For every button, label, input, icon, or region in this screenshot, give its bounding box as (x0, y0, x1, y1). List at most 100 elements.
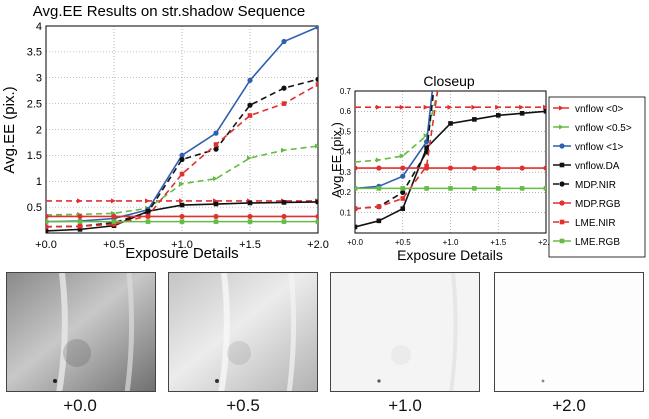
main-point-vnflow-da (281, 200, 287, 205)
closeup-xtick-label: +0.5 (395, 238, 411, 247)
legend-label-vnflow-da: vnflow.DA (575, 161, 620, 172)
closeup-point-lme-nir (448, 0, 453, 4)
closeup-point-lme-rgb (400, 186, 406, 191)
thumbnail-exposure-2-0 (494, 272, 644, 392)
main-point-mdp-nir (247, 102, 253, 108)
closeup-point-lme-rgb (376, 186, 382, 191)
closeup-point-lme-nir (424, 163, 429, 169)
main-point-mdp-nir (179, 156, 185, 163)
main-point-mdp-rgb (213, 213, 219, 220)
main-point-vnflow-0-5 (315, 143, 318, 149)
closeup-xtick-label: +1.0 (443, 238, 459, 247)
closeup-point-vnflow-0 (447, 104, 453, 110)
closeup-point-vnflow-0-5 (423, 133, 429, 139)
closeup-point-vnflow-1 (400, 173, 406, 179)
legend-marker-lme-rgb (559, 238, 565, 244)
main-point-vnflow-da (77, 227, 83, 232)
closeup-chart-ylabel: Avg.EE (pix.) (329, 122, 344, 198)
main-xtick-label: +1.0 (171, 239, 193, 251)
main-point-vnflow-0 (179, 198, 184, 204)
main-xtick-label: +0.0 (35, 239, 57, 251)
main-point-lme-rgb (145, 219, 151, 224)
legend-box (548, 96, 646, 258)
closeup-point-vnflow-da (543, 108, 546, 114)
closeup-point-lme-rgb (519, 186, 525, 191)
main-point-vnflow-0 (145, 198, 150, 204)
closeup-point-vnflow-da (376, 218, 382, 224)
legend-label-mdp-nir: MDP.NIR (575, 180, 616, 191)
main-ytick-label: 1.5 (27, 150, 42, 162)
closeup-point-vnflow-0 (355, 106, 357, 109)
main-chart-title: Avg.EE Results on str.shadow Sequence (33, 3, 305, 20)
closeup-point-lme-nir (355, 206, 358, 211)
closeup-ytick-label: 0.2 (340, 188, 352, 197)
closeup-ytick-label: 0.3 (340, 168, 352, 177)
closeup-point-vnflow-da (472, 117, 477, 122)
main-chart: +0.0 +0.5 +1.0 +1.5 +2.0 0.5 1 1.5 2 2.5 3 3.5 4 (27, 21, 329, 251)
main-point-lme-rgb (213, 219, 219, 224)
main-point-mdp-nir (213, 146, 219, 152)
legend-marker-vnflow-da (559, 162, 565, 168)
main-point-mdp-rgb (315, 213, 318, 220)
main-point-mdp-nir (281, 85, 287, 91)
thumbnail-exposure-1-0 (330, 272, 480, 392)
closeup-ytick-label: 0.5 (340, 127, 352, 136)
thumbnail-label-2: +1.0 (388, 396, 422, 415)
closeup-point-mdp-nir (400, 189, 406, 196)
main-point-mdp-rgb (46, 213, 49, 220)
main-ytick-label: 0.5 (27, 202, 42, 214)
closeup-line-vnflow-0-5 (355, 91, 439, 163)
closeup-point-vnflow-da (355, 224, 358, 230)
main-point-vnflow-1 (247, 77, 253, 83)
closeup-point-mdp-rgb (355, 165, 358, 171)
closeup-point-lme-rgb (472, 186, 477, 191)
main-point-lme-rgb (315, 219, 318, 224)
main-point-vnflow-0 (46, 199, 48, 202)
main-point-lme-rgb (281, 219, 287, 224)
legend-label-vnflow-1: vnflow <1> (575, 142, 624, 153)
main-point-lme-rgb (77, 219, 83, 224)
legend-label-mdp-rgb: MDP.RGB (575, 199, 621, 210)
closeup-point-vnflow-0 (543, 104, 546, 110)
main-point-vnflow-0 (111, 198, 116, 204)
main-point-vnflow-1 (179, 152, 185, 158)
closeup-ytick-label: 0.4 (340, 148, 352, 157)
closeup-point-mdp-rgb (519, 165, 525, 171)
main-point-mdp-rgb (281, 213, 287, 220)
main-point-vnflow-da (213, 201, 219, 207)
closeup-point-vnflow-da (448, 121, 453, 126)
main-point-lme-nir (281, 101, 287, 106)
closeup-point-lme-rgb (543, 186, 546, 191)
main-ytick-label: 2.5 (27, 98, 42, 110)
main-point-lme-nir (111, 221, 117, 227)
main-point-lme-nir (46, 224, 49, 230)
closeup-point-lme-rgb (448, 186, 453, 191)
main-point-vnflow-0-5 (247, 155, 252, 161)
main-point-vnflow-0-5 (281, 147, 286, 153)
main-point-mdp-rgb (247, 213, 253, 220)
closeup-ytick-label: 0.6 (340, 107, 352, 116)
main-point-mdp-rgb (111, 213, 117, 220)
main-plot-frame (45, 25, 319, 234)
legend-marker-vnflow-0 (559, 105, 564, 111)
main-ytick-label: 4 (36, 21, 42, 33)
main-point-lme-nir (145, 213, 151, 219)
closeup-chart-title: Closeup (423, 73, 475, 89)
main-point-lme-nir (179, 171, 185, 177)
closeup-series-group (355, 0, 546, 230)
closeup-point-mdp-rgb (376, 165, 382, 171)
main-ytick-label: 3.5 (27, 47, 42, 59)
closeup-point-mdp-rgb (471, 165, 477, 171)
main-point-vnflow-0 (77, 198, 82, 204)
main-point-mdp-rgb (179, 213, 185, 220)
main-point-lme-rgb (46, 219, 49, 224)
legend-label-lme-nir: LME.NIR (575, 218, 616, 229)
main-chart-ylabel: Avg.EE (pix.) (1, 86, 18, 173)
main-point-vnflow-da (247, 200, 253, 206)
closeup-ytick-label: 0.7 (340, 87, 352, 96)
closeup-point-vnflow-da (519, 111, 525, 116)
legend-marker-lme-nir (559, 219, 565, 225)
main-chart-xlabel: Exposure Details (125, 245, 238, 262)
closeup-point-mdp-rgb (447, 165, 454, 171)
